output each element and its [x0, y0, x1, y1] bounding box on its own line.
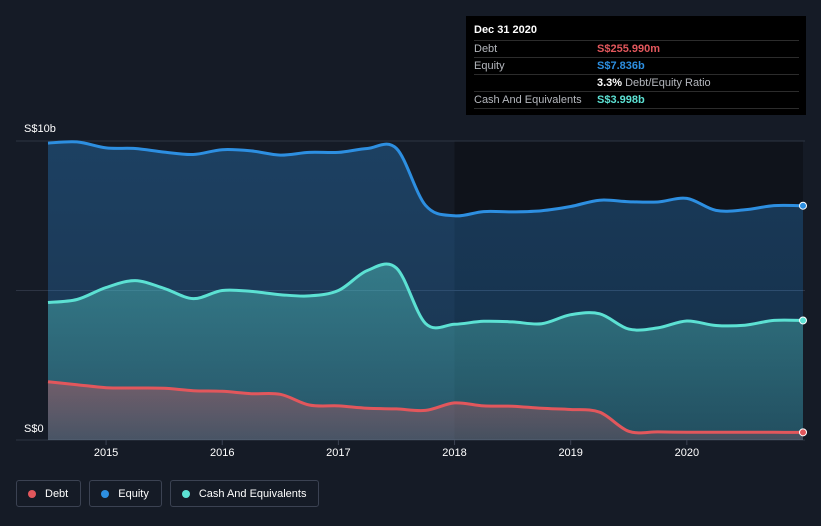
- cash-and-equivalents-line: [47, 262, 804, 332]
- y-axis-bottom-label: S$0: [24, 423, 44, 435]
- legend-cash-label: Cash And Equivalents: [198, 487, 307, 500]
- x-tick-label-2018: 2018: [442, 447, 466, 459]
- legend-item-equity[interactable]: Equity: [89, 480, 162, 507]
- tooltip-cash-row: Cash And Equivalents S$3.998b: [474, 91, 799, 109]
- tooltip-ratio-row: 3.3% Debt/Equity Ratio: [474, 74, 799, 91]
- tooltip-debt-row: Debt S$255.990m: [474, 40, 799, 57]
- x-tick-label-2017: 2017: [326, 447, 350, 459]
- tooltip-debt-label: Debt: [474, 43, 498, 55]
- tooltip-ratio-value: 3.3%: [597, 77, 623, 89]
- equity-end-marker: [799, 201, 807, 210]
- x-tick-label-2016: 2016: [210, 447, 234, 459]
- x-tick-label-2015: 2015: [94, 447, 118, 459]
- legend-debt-dot-icon: [28, 489, 36, 498]
- legend-item-debt[interactable]: Debt: [16, 480, 82, 507]
- tooltip-cash-value: S$3.998b: [597, 94, 645, 106]
- series-areas: [48, 141, 803, 440]
- legend-equity-label: Equity: [118, 487, 149, 500]
- x-axis: 2015 2016 2017 2018 2019 2020: [94, 440, 699, 459]
- tooltip-ratio-label: Debt/Equity Ratio: [625, 77, 711, 89]
- equity-line: [47, 140, 804, 218]
- tooltip-panel: Dec 31 2020 Debt S$255.990m Equity S$7.8…: [466, 16, 806, 115]
- tooltip-debt-value: S$255.990m: [597, 43, 660, 55]
- x-tick-label-2020: 2020: [675, 447, 699, 459]
- x-tick-label-2019: 2019: [558, 447, 582, 459]
- legend: Debt Equity Cash And Equivalents: [16, 480, 320, 507]
- series-end-markers: [799, 201, 807, 437]
- legend-equity-dot-icon: [101, 489, 110, 498]
- cash-and-equivalents-end-marker: [799, 316, 807, 325]
- tooltip-equity-row: Equity S$7.836b: [474, 57, 799, 74]
- legend-item-cash[interactable]: Cash And Equivalents: [169, 480, 320, 507]
- y-axis-top-label: S$10b: [24, 123, 56, 135]
- debt-end-marker: [799, 428, 807, 437]
- tooltip-equity-label: Equity: [474, 60, 505, 72]
- debt-line: [47, 380, 804, 435]
- legend-cash-dot-icon: [181, 489, 190, 498]
- tooltip-equity-value: S$7.836b: [597, 60, 645, 72]
- series-lines: [47, 140, 804, 435]
- legend-debt-label: Debt: [45, 487, 69, 500]
- tooltip-cash-label: Cash And Equivalents: [474, 94, 582, 106]
- tooltip-date: Dec 31 2020: [474, 24, 537, 36]
